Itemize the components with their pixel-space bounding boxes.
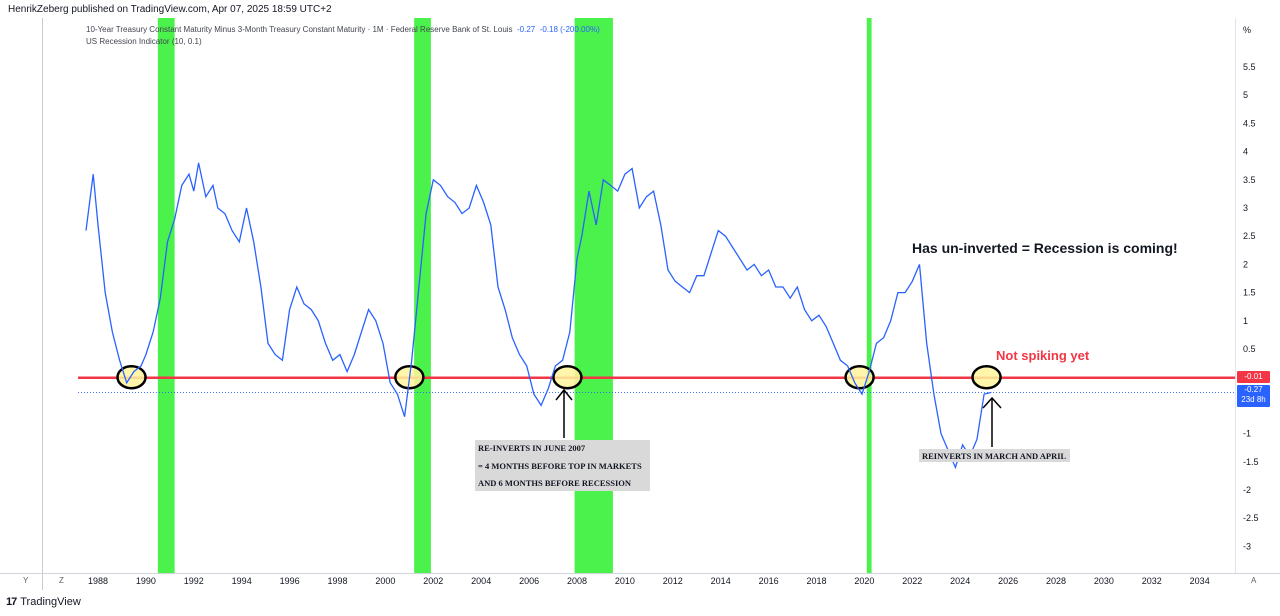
x-tick-label: 2028 — [1046, 576, 1066, 586]
y-tick-label: -1 — [1243, 429, 1251, 439]
x-tick-label: 2008 — [567, 576, 587, 586]
highlight-circle — [844, 364, 875, 390]
x-tick-label: 1992 — [184, 576, 204, 586]
x-tick-label: 2020 — [854, 576, 874, 586]
yield-spread-line — [85, 162, 992, 470]
x-tick-label: 2030 — [1094, 576, 1114, 586]
y-tick-label: 4.5 — [1243, 118, 1256, 128]
x-tick-label: 2014 — [711, 576, 731, 586]
x-tick-label: 2002 — [423, 576, 443, 586]
y-tick-label: 2 — [1243, 259, 1248, 269]
tradingview-logo-icon: 17 — [6, 596, 17, 608]
arrow-march-april — [982, 396, 1002, 447]
x-tick-label: 2010 — [615, 576, 635, 586]
highlight-circle — [116, 364, 147, 390]
june-2007-note-line2: = 4 MONTHS BEFORE TOP IN MARKETS — [478, 461, 642, 471]
time-axis-border — [0, 573, 1280, 574]
tradingview-logo[interactable]: 17 TradingView — [6, 596, 81, 608]
y-tick-label: 1 — [1243, 316, 1248, 326]
z-scale-button[interactable]: Z — [59, 576, 64, 585]
y-tick-label: 5 — [1243, 90, 1248, 100]
x-tick-label: 2018 — [806, 576, 826, 586]
y-tick-label: 0.5 — [1243, 344, 1256, 354]
y-axis-ticks: 5.5 5 4.5 4 3.5 3 2.5 2 1.5 1 0.5 -1 -1.5 -2 -2.5 -3 — [1243, 62, 1259, 551]
y-tick-label: 1.5 — [1243, 288, 1256, 298]
x-tick-label: 2026 — [998, 576, 1018, 586]
legend-value-change: -0.18 — [539, 25, 558, 34]
x-tick-label: 2004 — [471, 576, 491, 586]
last-value-price-tag: -0.27 23d 8h — [1237, 385, 1270, 407]
y-tick-label: 2.5 — [1243, 231, 1256, 241]
reinverts-note-text: REINVERTS IN MARCH AND APRIL — [922, 451, 1067, 461]
legend-value-last: -0.27 — [517, 25, 536, 34]
y-tick-label: 4 — [1243, 147, 1248, 157]
x-tick-label: 2012 — [663, 576, 683, 586]
reinverts-note: REINVERTS IN MARCH AND APRIL — [919, 449, 1070, 462]
x-tick-label: 2006 — [519, 576, 539, 586]
auto-scale-button[interactable]: A — [1251, 576, 1257, 585]
left-toolbar-border — [42, 18, 43, 590]
june-2007-note: RE-INVERTS IN JUNE 2007 = 4 MONTHS BEFOR… — [475, 440, 650, 491]
june-2007-note-line3: AND 6 MONTHS BEFORE RECESSION — [478, 478, 632, 488]
recession-band — [414, 18, 431, 573]
arrow-june-2007 — [555, 388, 573, 438]
x-tick-label: 2022 — [902, 576, 922, 586]
x-tick-label: 2034 — [1190, 576, 1210, 586]
y-tick-label: -3 — [1243, 541, 1251, 551]
publisher-text: HenrikZeberg published on TradingView.co… — [8, 4, 332, 15]
legend-indicator: US Recession Indicator (10, 0.1) — [86, 37, 202, 46]
legend: 10-Year Treasury Constant Maturity Minus… — [86, 24, 600, 48]
y-tick-label: -1.5 — [1243, 457, 1259, 467]
x-tick-label: 1994 — [232, 576, 252, 586]
x-tick-label: 1988 — [88, 576, 108, 586]
y-tick-label: 3 — [1243, 203, 1248, 213]
zero-line-price-tag: -0.01 — [1237, 371, 1270, 383]
x-tick-label: 2016 — [759, 576, 779, 586]
legend-value-pct: (-200.00%) — [560, 25, 600, 34]
x-tick-label: 1996 — [280, 576, 300, 586]
highlight-circle — [552, 364, 583, 390]
x-tick-label: 1990 — [136, 576, 156, 586]
x-axis-ticks: 1988 1990 1992 1994 1996 1998 2000 2002 2004 2006… — [88, 576, 1210, 586]
x-tick-label: 2024 — [950, 576, 970, 586]
legend-series-title: 10-Year Treasury Constant Maturity Minus… — [86, 25, 513, 34]
y-tick-label: 3.5 — [1243, 175, 1256, 185]
axis-unit-label: % — [1243, 25, 1252, 35]
y-scale-button[interactable]: Y — [23, 576, 29, 585]
x-tick-label: 2000 — [375, 576, 395, 586]
y-tick-label: 5.5 — [1243, 62, 1256, 72]
y-tick-label: -2 — [1243, 485, 1251, 495]
recession-band — [157, 18, 175, 573]
price-axis-border — [1235, 18, 1236, 573]
highlight-circle — [971, 364, 1002, 390]
headline-annotation: Has un-inverted = Recession is coming! — [912, 240, 1178, 256]
tradingview-logo-text: TradingView — [20, 596, 81, 608]
x-tick-label: 2032 — [1142, 576, 1162, 586]
last-value-tag-value: -0.27 — [1244, 385, 1263, 394]
last-value-tag-countdown: 23d 8h — [1241, 395, 1266, 404]
y-tick-label: -2.5 — [1243, 513, 1259, 523]
june-2007-note-line1: RE-INVERTS IN JUNE 2007 — [478, 443, 586, 453]
not-spiking-annotation: Not spiking yet — [996, 348, 1090, 363]
recession-band — [866, 18, 872, 573]
x-tick-label: 1998 — [327, 576, 347, 586]
